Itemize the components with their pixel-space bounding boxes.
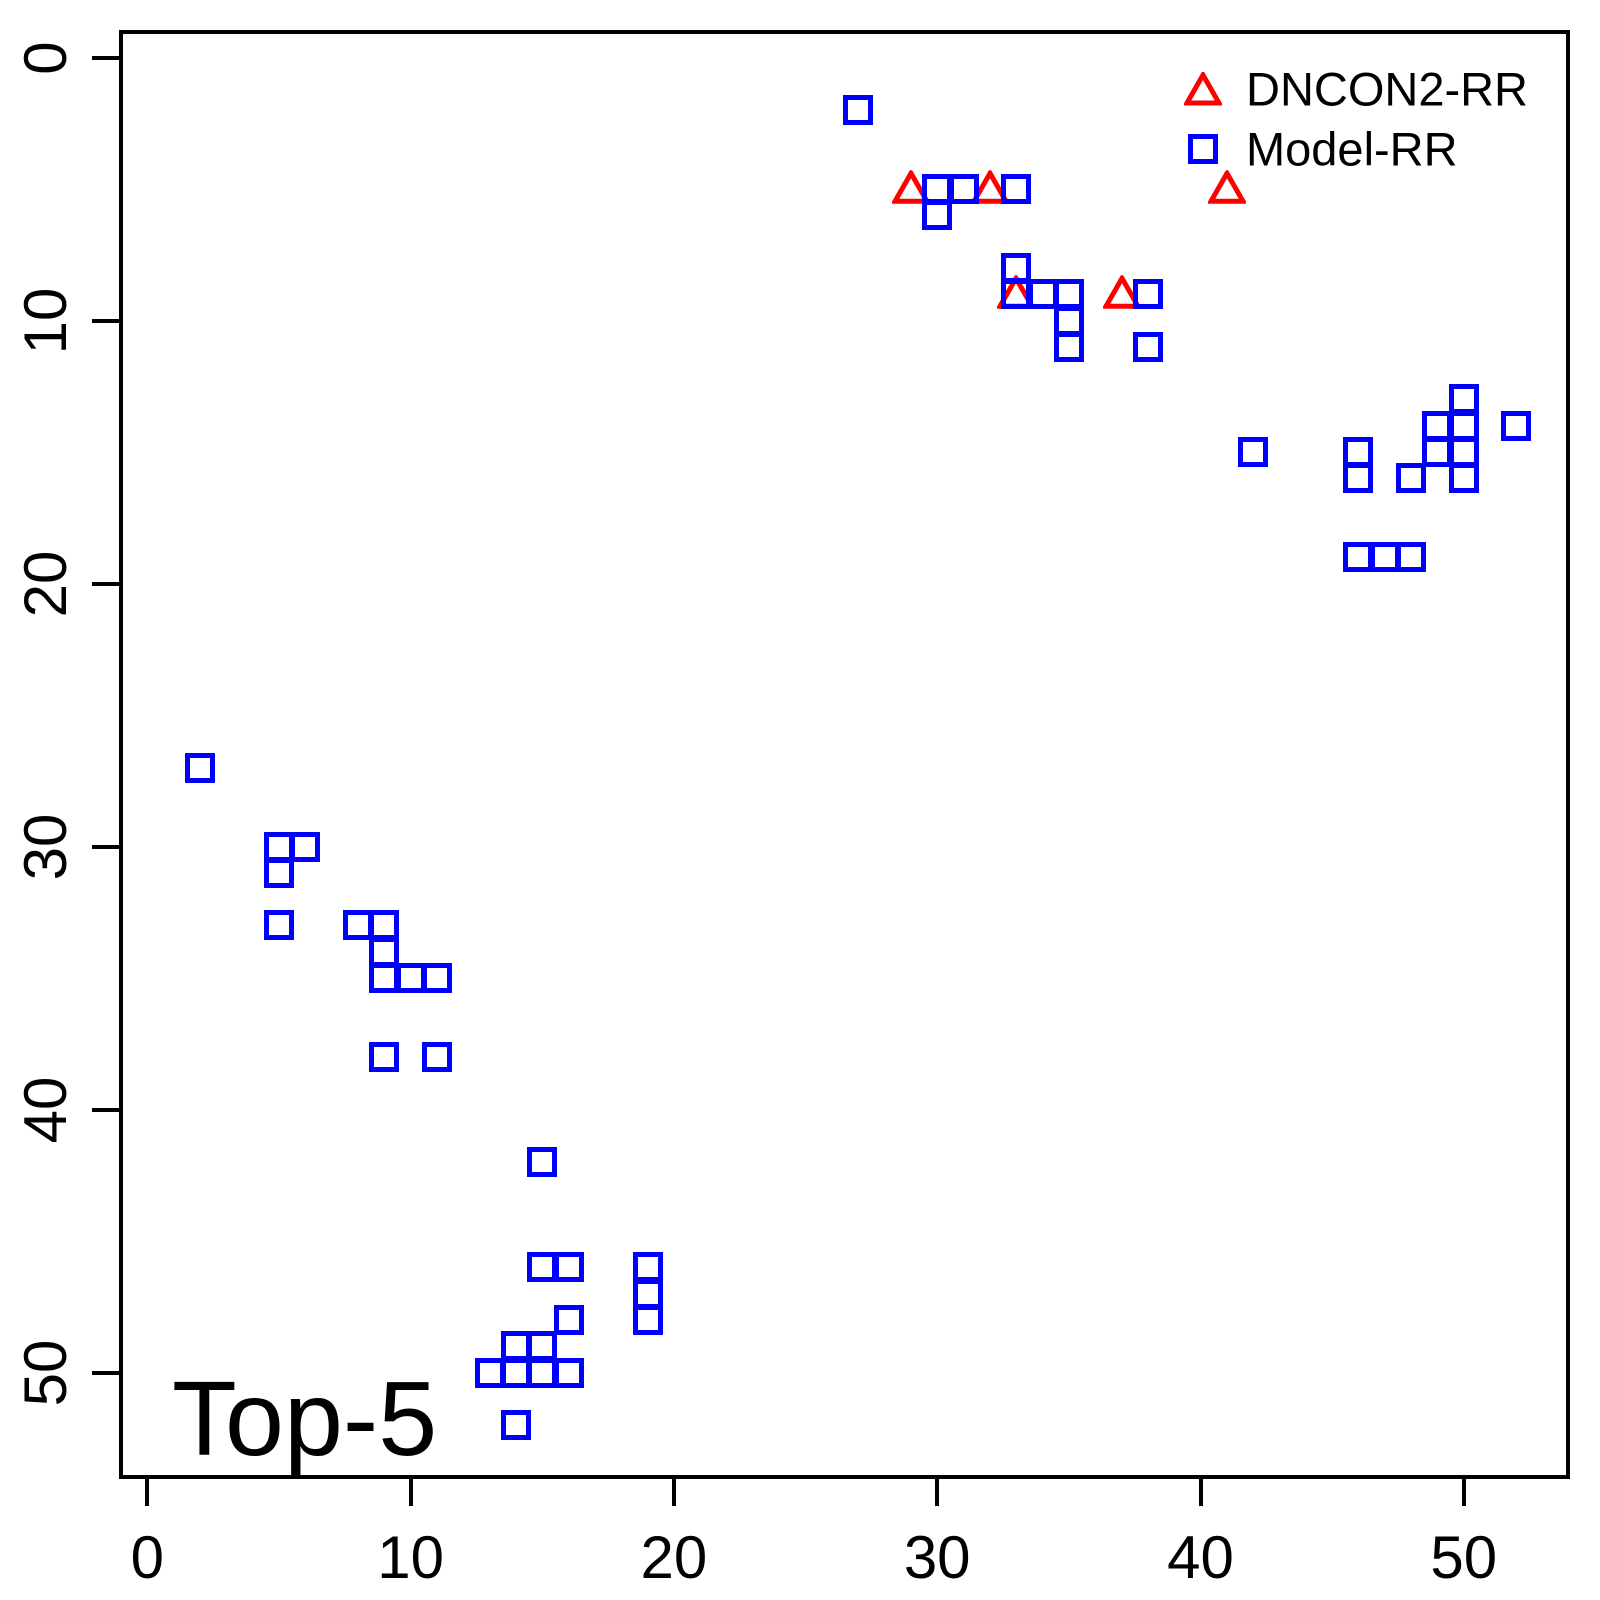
y-axis-tick: [92, 1370, 119, 1375]
y-axis-tick-label: 10: [12, 287, 79, 354]
data-point-square: [1132, 331, 1163, 362]
data-point-square: [290, 831, 321, 862]
data-point-square: [1343, 463, 1374, 494]
y-axis-tick: [92, 1107, 119, 1112]
x-axis-tick-label: 50: [1430, 1524, 1498, 1591]
data-point-square: [263, 857, 294, 888]
x-axis-tick: [1461, 1479, 1466, 1506]
data-point-square: [1396, 463, 1427, 494]
legend-triangle-icon: [1182, 69, 1224, 106]
data-point-square: [553, 1252, 584, 1283]
data-point-square: [553, 1304, 584, 1335]
legend-label: Model-RR: [1246, 122, 1458, 176]
data-point-square: [922, 200, 953, 231]
legend-label: DNCON2-RR: [1246, 62, 1528, 116]
data-point-triangle: [1206, 168, 1248, 204]
data-point-square: [421, 963, 452, 993]
data-point-square: [184, 752, 215, 783]
data-point-square: [1448, 463, 1479, 494]
data-point-square: [263, 910, 294, 941]
y-axis-tick-label: 50: [12, 1339, 79, 1406]
y-axis-tick-label: 40: [12, 1076, 79, 1143]
data-point-square: [948, 174, 979, 204]
x-axis-tick: [145, 1479, 150, 1506]
data-point-square: [369, 1041, 400, 1072]
data-point-square: [1501, 410, 1532, 441]
x-axis-tick: [671, 1479, 676, 1506]
y-axis-tick: [92, 318, 119, 323]
x-axis-tick: [935, 1479, 940, 1506]
data-point-square: [1132, 279, 1163, 310]
x-axis-tick: [1198, 1479, 1203, 1506]
x-axis-tick-label: 20: [640, 1524, 708, 1591]
legend-square-icon: [1188, 134, 1218, 164]
x-axis-tick-label: 40: [1167, 1524, 1234, 1591]
data-point-square: [843, 95, 874, 126]
data-point-square: [527, 1147, 558, 1178]
data-point-square: [553, 1357, 584, 1388]
data-point-square: [1001, 174, 1032, 204]
data-point-triangle: [1101, 273, 1142, 309]
y-axis-tick: [92, 581, 119, 586]
x-axis-tick-label: 0: [130, 1524, 164, 1591]
data-point-triangle: [890, 168, 932, 204]
data-point-square: [1053, 331, 1084, 362]
chart-title: Top-5: [172, 1360, 438, 1478]
data-point-square: [1238, 437, 1269, 467]
data-point-square: [421, 1041, 452, 1072]
y-axis-tick-label: 0: [12, 40, 79, 75]
y-axis-tick-label: 20: [12, 550, 79, 617]
data-point-square: [500, 1410, 531, 1441]
y-axis-tick: [92, 844, 119, 849]
data-point-square: [632, 1304, 663, 1335]
plot-area-border: [119, 30, 1570, 1479]
y-axis-tick-label: 30: [12, 813, 79, 880]
x-axis-tick-label: 30: [903, 1524, 971, 1591]
y-axis-tick: [92, 55, 119, 60]
x-axis-tick-label: 10: [377, 1524, 444, 1591]
data-point-triangle: [969, 168, 1011, 204]
data-point-square: [1396, 542, 1427, 573]
x-axis-tick: [408, 1479, 413, 1506]
